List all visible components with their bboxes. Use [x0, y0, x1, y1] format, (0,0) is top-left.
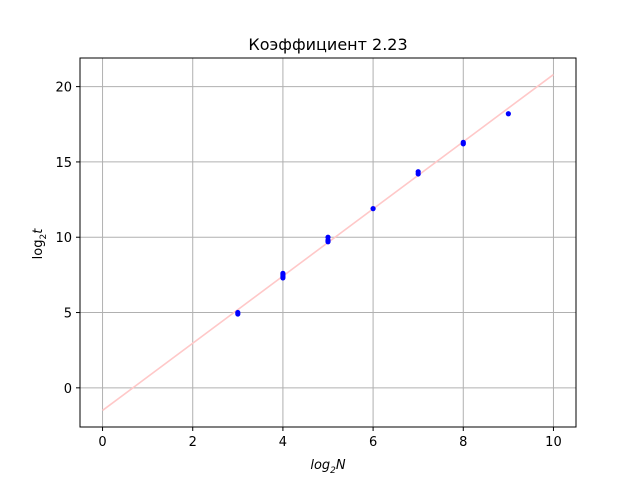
scatter-point — [460, 139, 466, 145]
scatter-point — [505, 111, 511, 117]
y-tick-label: 0 — [64, 382, 72, 397]
scatter-point — [415, 169, 421, 175]
y-ticks: 0 5 10 15 20 — [55, 81, 80, 397]
y-tick-label: 5 — [64, 307, 72, 322]
x-ticks: 0 2 4 6 8 10 — [98, 427, 562, 450]
scatter-point — [325, 234, 331, 240]
scatter-point — [280, 270, 286, 276]
x-axis-label-var: N — [336, 458, 346, 473]
scatter-points — [235, 111, 511, 317]
x-axis-label-subscript: 2 — [330, 466, 336, 476]
y-tick-label: 20 — [55, 81, 72, 96]
y-axis-label-var: t — [31, 228, 46, 234]
x-tick-label: 10 — [545, 435, 562, 450]
x-tick-label: 4 — [279, 435, 287, 450]
scatter-point — [370, 206, 376, 212]
x-tick-label: 2 — [189, 435, 197, 450]
x-axis-label: log2N — [310, 458, 346, 476]
y-tick-label: 15 — [55, 156, 72, 171]
chart-title: Коэффициент 2.23 — [248, 35, 407, 54]
x-tick-label: 8 — [459, 435, 467, 450]
y-tick-label: 10 — [55, 231, 72, 246]
x-tick-label: 6 — [369, 435, 377, 450]
scatter-point — [235, 309, 241, 316]
x-axis-label-base: log — [310, 458, 330, 473]
y-axis-label-base: log — [31, 240, 46, 260]
plot-frame — [79, 57, 577, 428]
y-axis-label: log2t — [31, 228, 49, 260]
x-tick-label: 0 — [98, 435, 106, 450]
y-axis-label-subscript: 2 — [39, 234, 49, 240]
